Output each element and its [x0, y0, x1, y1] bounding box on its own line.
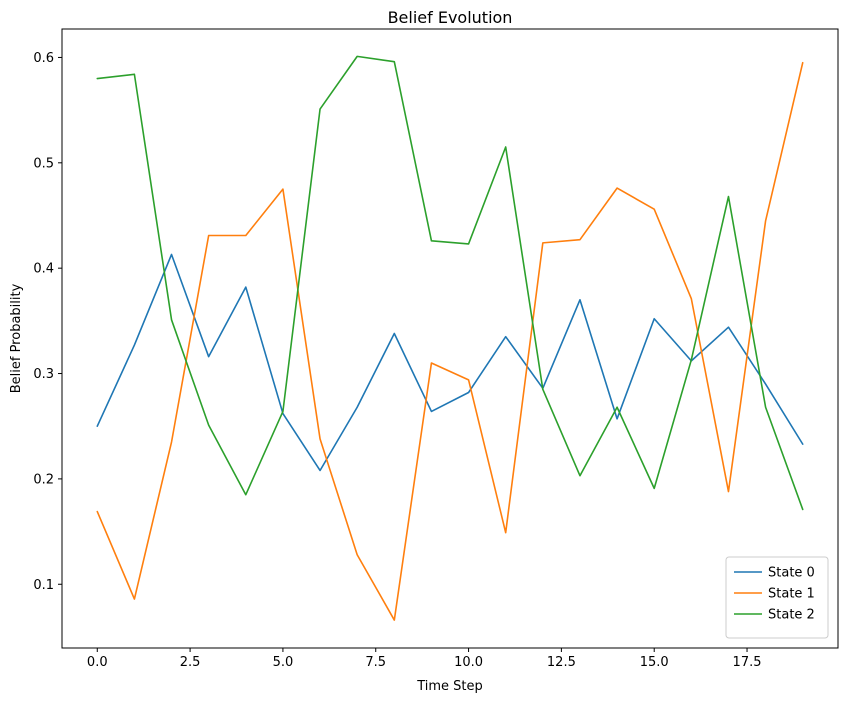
series-line-state-1 [96, 61, 804, 621]
x-tick-label: 2.5 [180, 655, 201, 670]
series-line-state-2 [96, 55, 804, 511]
x-tick-label: 15.0 [640, 655, 669, 670]
axes-frame [61, 28, 839, 649]
series-line-state-0 [96, 253, 804, 472]
y-tick-label: 0.3 [33, 367, 54, 382]
y-tick-label: 0.6 [33, 51, 54, 66]
legend-entry: State 2 [768, 608, 815, 623]
x-axis: 0.0 2.5 5.0 7.5 10.0 12.5 15.0 17.5 [87, 648, 762, 670]
legend-entry: State 0 [768, 566, 815, 581]
y-tick-label: 0.4 [33, 262, 54, 277]
chart-title: Belief Evolution [388, 8, 513, 27]
legend-box [725, 556, 829, 639]
x-axis-label: Time Step [416, 679, 483, 694]
x-tick-label: 7.5 [365, 655, 386, 670]
y-tick-label: 0.2 [33, 472, 54, 487]
y-tick-label: 0.1 [33, 578, 54, 593]
x-tick-label: 5.0 [273, 655, 294, 670]
x-tick-label: 17.5 [733, 655, 762, 670]
legend: State 0 State 1 State 2 [725, 556, 829, 639]
x-tick-label: 0.0 [87, 655, 108, 670]
plot-area [96, 55, 804, 621]
y-tick-label: 0.5 [33, 156, 54, 171]
legend-entry: State 1 [768, 587, 815, 602]
y-axis-label: Belief Probability [9, 283, 24, 393]
y-axis: 0.1 0.2 0.3 0.4 0.5 0.6 [33, 51, 62, 593]
x-tick-label: 12.5 [547, 655, 576, 670]
x-tick-label: 10.0 [454, 655, 483, 670]
